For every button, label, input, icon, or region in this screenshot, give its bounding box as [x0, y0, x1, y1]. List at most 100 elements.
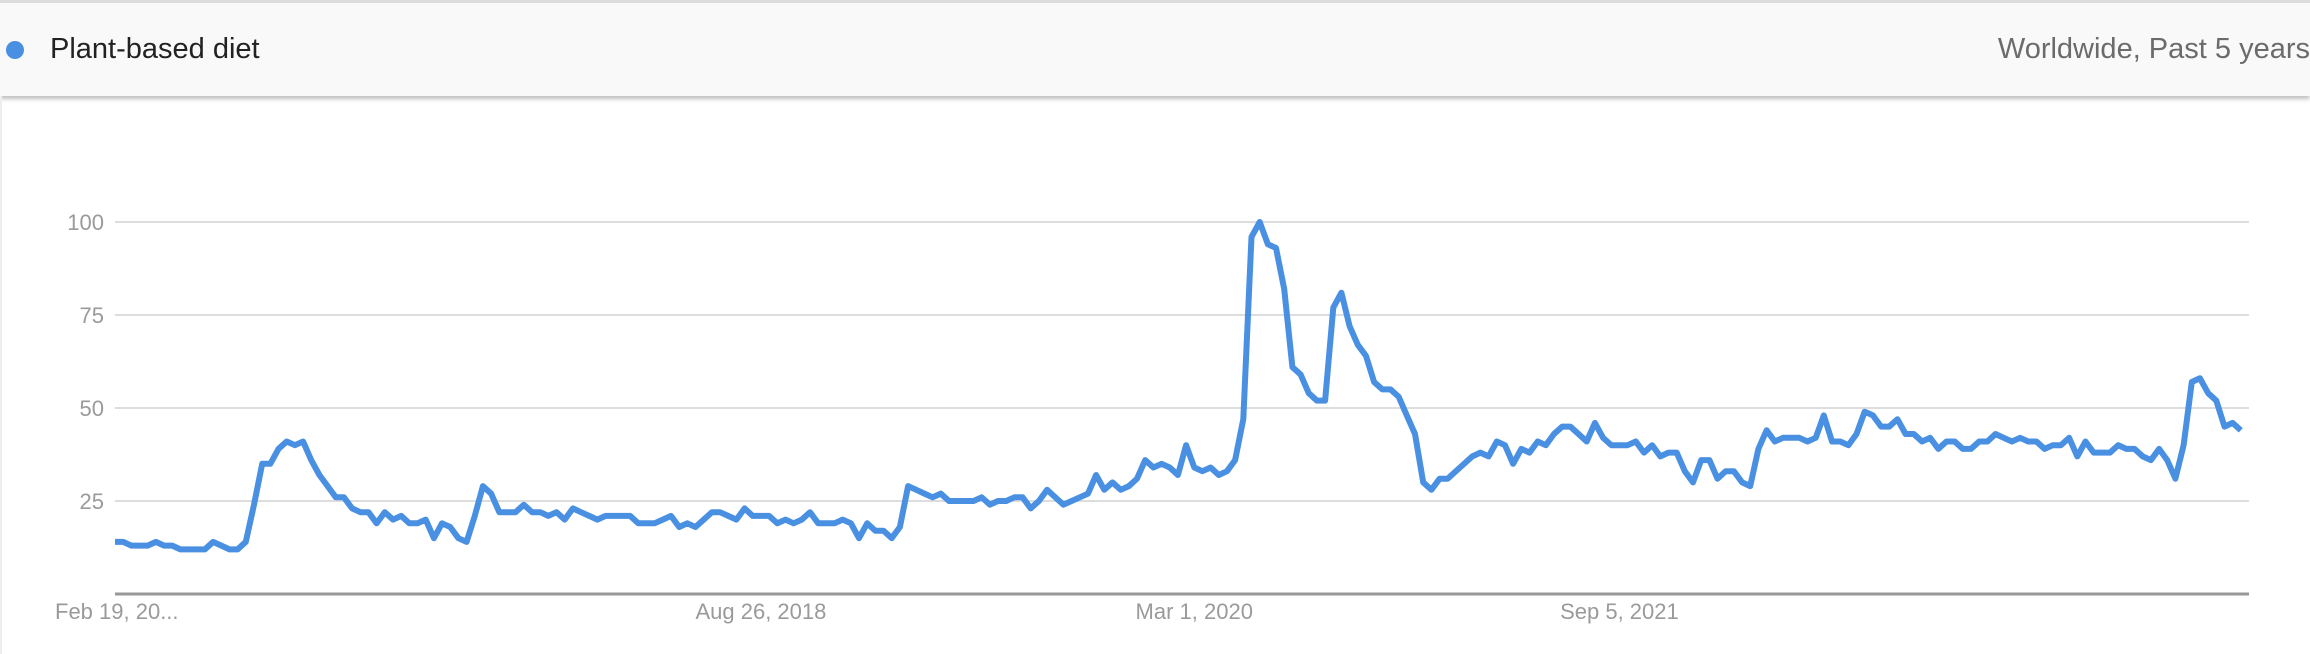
- data-point[interactable]: [1616, 442, 1622, 448]
- data-point[interactable]: [2213, 398, 2219, 404]
- data-point[interactable]: [1494, 438, 1500, 444]
- data-point[interactable]: [1396, 394, 1402, 400]
- data-point[interactable]: [1183, 442, 1189, 448]
- data-point[interactable]: [987, 502, 993, 508]
- data-point[interactable]: [2050, 442, 2056, 448]
- data-point[interactable]: [1167, 465, 1173, 471]
- data-point[interactable]: [1428, 487, 1434, 493]
- data-point[interactable]: [1469, 453, 1475, 459]
- data-point[interactable]: [1028, 505, 1034, 511]
- data-point[interactable]: [1150, 465, 1156, 471]
- data-point[interactable]: [177, 546, 183, 552]
- data-point[interactable]: [267, 461, 273, 467]
- data-point[interactable]: [1976, 438, 1982, 444]
- data-point[interactable]: [1665, 450, 1671, 456]
- data-point[interactable]: [1077, 494, 1083, 500]
- data-point[interactable]: [1567, 424, 1573, 430]
- data-point[interactable]: [1020, 494, 1026, 500]
- data-point[interactable]: [2164, 457, 2170, 463]
- data-point[interactable]: [2156, 446, 2162, 452]
- data-point[interactable]: [1240, 416, 1246, 422]
- data-point[interactable]: [709, 509, 715, 515]
- data-point[interactable]: [701, 517, 707, 523]
- data-point[interactable]: [529, 509, 535, 515]
- data-point[interactable]: [1510, 461, 1516, 467]
- data-point[interactable]: [2001, 435, 2007, 441]
- data-point[interactable]: [1764, 427, 1770, 433]
- data-point[interactable]: [1984, 438, 1990, 444]
- data-point[interactable]: [2221, 424, 2227, 430]
- data-point[interactable]: [1355, 342, 1361, 348]
- data-point[interactable]: [513, 509, 519, 515]
- data-point[interactable]: [1322, 398, 1328, 404]
- data-point[interactable]: [1101, 487, 1107, 493]
- data-point[interactable]: [2082, 438, 2088, 444]
- data-point[interactable]: [832, 520, 838, 526]
- data-point[interactable]: [1477, 450, 1483, 456]
- data-point[interactable]: [2115, 442, 2121, 448]
- data-point[interactable]: [1706, 457, 1712, 463]
- data-point[interactable]: [169, 543, 175, 549]
- data-point[interactable]: [161, 543, 167, 549]
- data-point[interactable]: [186, 546, 192, 552]
- data-point[interactable]: [603, 513, 609, 519]
- data-point[interactable]: [1821, 412, 1827, 418]
- data-point[interactable]: [210, 539, 216, 545]
- data-point[interactable]: [1371, 379, 1377, 385]
- data-point[interactable]: [586, 513, 592, 519]
- data-point[interactable]: [766, 513, 772, 519]
- data-point[interactable]: [1191, 465, 1197, 471]
- data-point[interactable]: [1715, 476, 1721, 482]
- data-point[interactable]: [1682, 468, 1688, 474]
- data-point[interactable]: [913, 487, 919, 493]
- data-point[interactable]: [1952, 438, 1958, 444]
- data-point[interactable]: [292, 442, 298, 448]
- data-point[interactable]: [2230, 420, 2236, 426]
- data-point[interactable]: [300, 438, 306, 444]
- data-point[interactable]: [365, 509, 371, 515]
- data-point[interactable]: [1224, 468, 1230, 474]
- data-point[interactable]: [504, 509, 510, 515]
- data-point[interactable]: [2025, 438, 2031, 444]
- data-point[interactable]: [439, 520, 445, 526]
- data-point[interactable]: [455, 535, 461, 541]
- data-point[interactable]: [431, 535, 437, 541]
- data-point[interactable]: [1723, 468, 1729, 474]
- data-point[interactable]: [2074, 453, 2080, 459]
- data-point[interactable]: [2066, 435, 2072, 441]
- data-point[interactable]: [2009, 438, 2015, 444]
- data-point[interactable]: [1993, 431, 1999, 437]
- data-point[interactable]: [668, 513, 674, 519]
- data-point[interactable]: [357, 509, 363, 515]
- data-point[interactable]: [881, 528, 887, 534]
- data-point[interactable]: [1420, 479, 1426, 485]
- data-point[interactable]: [1780, 435, 1786, 441]
- data-point[interactable]: [652, 520, 658, 526]
- data-point[interactable]: [1674, 450, 1680, 456]
- data-point[interactable]: [1526, 450, 1532, 456]
- data-point[interactable]: [807, 509, 813, 515]
- data-point[interactable]: [1069, 498, 1075, 504]
- data-point[interactable]: [774, 520, 780, 526]
- data-point[interactable]: [758, 513, 764, 519]
- data-point[interactable]: [995, 498, 1001, 504]
- data-point[interactable]: [660, 517, 666, 523]
- data-point[interactable]: [316, 472, 322, 478]
- data-point[interactable]: [545, 513, 551, 519]
- data-point[interactable]: [1118, 487, 1124, 493]
- data-point[interactable]: [742, 505, 748, 511]
- data-point[interactable]: [1208, 465, 1214, 471]
- data-point[interactable]: [1011, 494, 1017, 500]
- data-point[interactable]: [2205, 390, 2211, 396]
- data-point[interactable]: [1641, 450, 1647, 456]
- data-point[interactable]: [1404, 412, 1410, 418]
- data-point[interactable]: [1535, 438, 1541, 444]
- data-point[interactable]: [1265, 241, 1271, 247]
- data-point[interactable]: [1159, 461, 1165, 467]
- data-point[interactable]: [1894, 416, 1900, 422]
- data-point[interactable]: [791, 520, 797, 526]
- data-point[interactable]: [1281, 286, 1287, 292]
- data-point[interactable]: [733, 517, 739, 523]
- data-point[interactable]: [120, 539, 126, 545]
- data-point[interactable]: [1093, 472, 1099, 478]
